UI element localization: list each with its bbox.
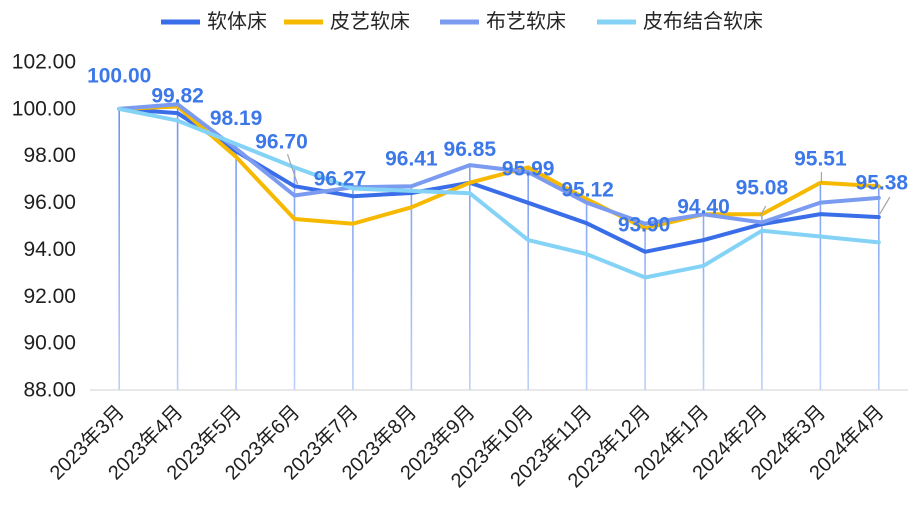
- legend-item-fabric-soft-bed: 布艺软床: [440, 10, 566, 33]
- legend-label: 软体床: [207, 10, 267, 33]
- y-tick-label: 88.00: [23, 379, 76, 402]
- data-label: 100.00: [87, 64, 151, 87]
- series-line-fabric-soft-bed: [117, 102, 881, 226]
- data-label: 94.40: [677, 196, 730, 219]
- data-label-leader: [286, 154, 299, 185]
- data-label: 96.27: [314, 168, 367, 191]
- data-label: 95.51: [794, 148, 847, 171]
- legend-item-soft-bed: 软体床: [161, 10, 267, 33]
- y-tick-label: 100.00: [12, 97, 76, 120]
- series-lines: [117, 102, 881, 280]
- y-tick-label: 90.00: [23, 332, 76, 355]
- legend: 软体床 皮艺软床 布艺软床 皮布结合软床: [161, 10, 763, 33]
- x-axis: 2023年3月2023年4月2023年5月2023年6月2023年7月2023年…: [45, 389, 908, 492]
- y-tick-label: 92.00: [23, 285, 76, 308]
- legend-label: 布艺软床: [486, 10, 566, 33]
- y-tick-label: 94.00: [23, 238, 76, 261]
- data-label: 99.82: [151, 85, 204, 108]
- series-line-leather-fabric-soft-bed: [117, 106, 881, 280]
- data-label: 95.38: [856, 172, 909, 195]
- y-tick-label: 96.00: [23, 191, 76, 214]
- legend-item-leather-fabric-soft-bed: 皮布结合软床: [597, 10, 763, 33]
- data-label: 96.85: [444, 138, 497, 161]
- series-line-leather-soft-bed: [117, 104, 881, 231]
- data-label: 96.41: [385, 148, 438, 171]
- y-tick-label: 98.00: [23, 144, 76, 167]
- y-axis: 88.00 90.00 92.00 94.00 96.00 98.00 100.00 102.…: [12, 51, 76, 402]
- data-label: 95.08: [736, 177, 789, 200]
- legend-label: 皮艺软床: [330, 10, 410, 33]
- label-leader-lines: [286, 154, 891, 217]
- data-label-leader: [879, 196, 891, 215]
- data-label: 98.19: [210, 107, 263, 130]
- legend-item-leather-soft-bed: 皮艺软床: [284, 10, 410, 33]
- y-tick-label: 102.00: [12, 51, 76, 74]
- data-label: 96.70: [255, 131, 308, 154]
- data-label: 95.99: [502, 157, 555, 180]
- data-label: 93.90: [618, 213, 671, 236]
- data-label-leader: [759, 205, 767, 217]
- data-label: 95.12: [561, 179, 614, 202]
- legend-label: 皮布结合软床: [643, 10, 763, 33]
